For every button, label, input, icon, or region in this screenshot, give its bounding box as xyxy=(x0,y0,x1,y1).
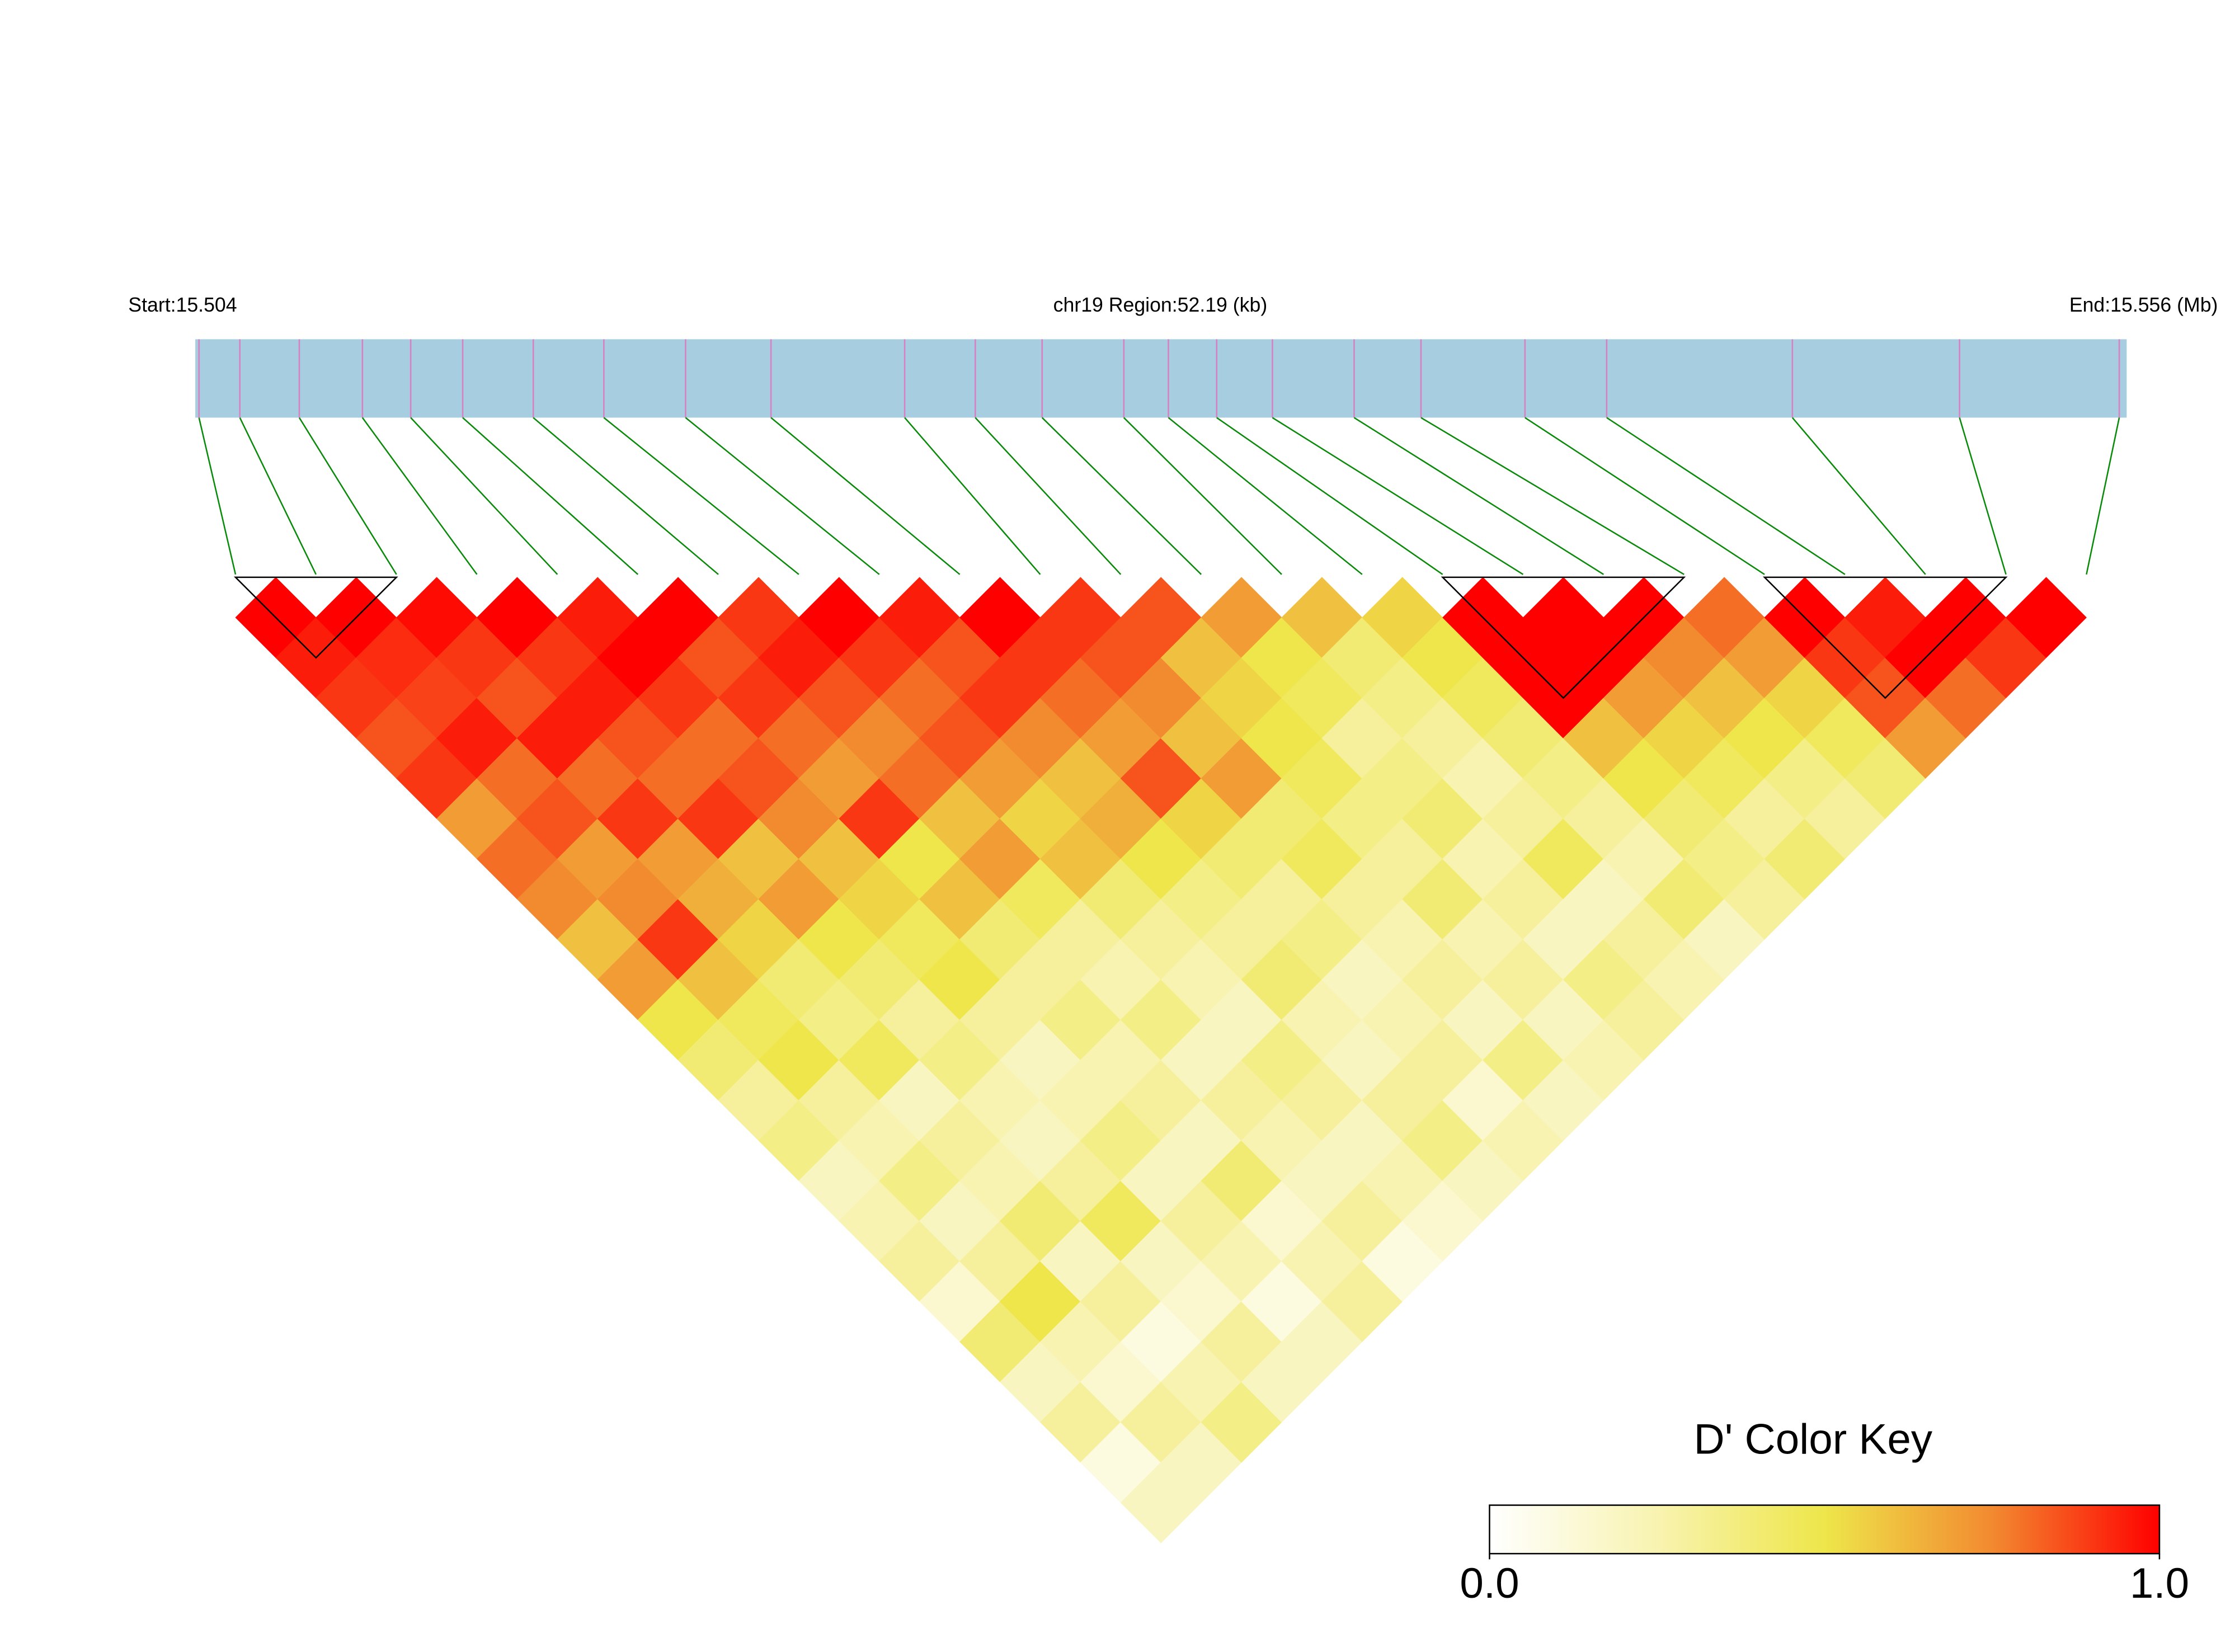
ld-block xyxy=(1762,576,2008,699)
snp-link xyxy=(904,417,1041,575)
snp-link xyxy=(361,417,478,575)
snp-link xyxy=(603,417,799,575)
snp-link xyxy=(239,417,317,575)
snp-link xyxy=(1791,417,1926,575)
snp-link xyxy=(1959,417,2007,575)
key-title: D' Color Key xyxy=(1694,1416,1933,1463)
snp-link xyxy=(1216,417,1443,575)
snp-link xyxy=(2086,417,2120,575)
ld-block xyxy=(233,576,398,659)
start-label: Start:15.504 xyxy=(128,294,237,316)
key-tick-label: 0.0 xyxy=(1460,1560,1519,1607)
snp-link xyxy=(975,417,1122,575)
snp-link xyxy=(298,417,397,575)
snp-link xyxy=(410,417,558,575)
gene-bar xyxy=(195,339,2127,418)
end-label: End:15.556 (Mb) xyxy=(2069,294,2218,316)
region-label: chr19 Region:52.19 (kb) xyxy=(1053,294,1268,316)
snp-link xyxy=(1606,417,1846,575)
key-tick-label: 1.0 xyxy=(2130,1560,2189,1607)
snp-link xyxy=(462,417,639,575)
snp-link xyxy=(1420,417,1685,575)
snp-link xyxy=(1524,417,1765,575)
snp-link xyxy=(198,417,237,575)
ld-cell xyxy=(2006,577,2087,658)
snp-link xyxy=(1123,417,1282,575)
snp-link xyxy=(533,417,719,575)
color-key xyxy=(1489,1504,2161,1555)
snp-link xyxy=(1168,417,1363,575)
snp-link xyxy=(1353,417,1605,575)
snp-link xyxy=(1041,417,1202,575)
snp-link xyxy=(1272,417,1524,575)
ld-block xyxy=(1441,576,1686,699)
snp-link xyxy=(685,417,880,575)
snp-link xyxy=(770,417,961,575)
